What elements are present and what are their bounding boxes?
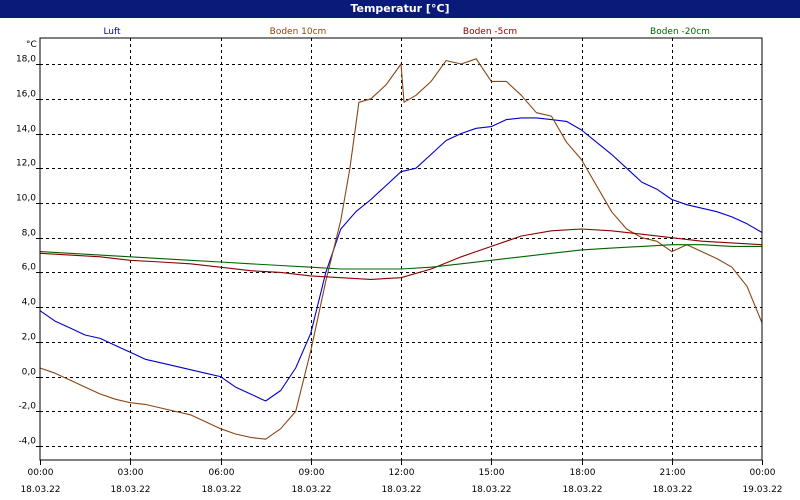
series-line-1	[39, 58, 763, 440]
y-tick-label: 6,0	[22, 263, 37, 273]
x-tick-date: 18.03.22	[652, 485, 692, 495]
x-tick-time: 21:00	[660, 468, 686, 478]
series-line-2	[39, 228, 763, 280]
x-tick-time: 09:00	[299, 468, 325, 478]
legend: Luft Boden 10cm Boden -5cm Boden -20cm	[103, 27, 710, 37]
x-tick-date: 19.03.22	[742, 485, 782, 495]
legend-entry-2: Boden -5cm	[463, 27, 517, 37]
x-tick-time: 00:00	[28, 468, 54, 478]
x-tick-date: 18.03.22	[471, 485, 511, 495]
x-tick-date: 18.03.22	[201, 485, 241, 495]
y-tick-label: 2,0	[22, 333, 37, 343]
x-tick-date: 18.03.22	[381, 485, 421, 495]
legend-entry-0: Luft	[103, 27, 121, 37]
y-tick-label: 16,0	[16, 90, 36, 100]
x-tick-date: 18.03.22	[110, 485, 150, 495]
y-axis-unit: °C	[26, 40, 37, 50]
chart: -4,0 -2,0 0,0 2,0 4,0 6,0 8,0 10,0 12,0 14,0 16,0 1…	[16, 27, 783, 495]
x-tick-time: 12:00	[389, 468, 415, 478]
y-tick-label: 10,0	[16, 194, 36, 204]
y-tick-label: 8,0	[22, 229, 37, 239]
series-lines	[39, 58, 763, 440]
x-tick-time: 15:00	[479, 468, 505, 478]
x-tick-time: 06:00	[209, 468, 235, 478]
y-tick-label: 12,0	[16, 159, 36, 169]
series-line-3	[39, 244, 762, 270]
x-tick-date: 18.03.22	[20, 485, 60, 495]
x-tick-time: 18:00	[570, 468, 596, 478]
y-tick-label: 14,0	[16, 125, 36, 135]
y-tick-label: 18,0	[16, 55, 36, 65]
axes: -4,0 -2,0 0,0 2,0 4,0 6,0 8,0 10,0 12,0 14,0 16,0 1…	[16, 37, 783, 495]
chart-title: Temperatur [°C]	[0, 0, 800, 18]
legend-entry-1: Boden 10cm	[270, 27, 327, 37]
x-tick-time: 00:00	[750, 468, 776, 478]
grid	[40, 38, 762, 460]
y-tick-label: 4,0	[22, 298, 37, 308]
y-tick-label: 0,0	[22, 368, 37, 378]
x-tick-date: 18.03.22	[562, 485, 602, 495]
x-tick-time: 03:00	[118, 468, 144, 478]
y-tick-label: -2,0	[18, 402, 36, 412]
legend-entry-3: Boden -20cm	[650, 27, 710, 37]
x-tick-date: 18.03.22	[291, 485, 331, 495]
y-tick-label: -4,0	[18, 437, 36, 447]
series-line-0	[39, 117, 763, 402]
